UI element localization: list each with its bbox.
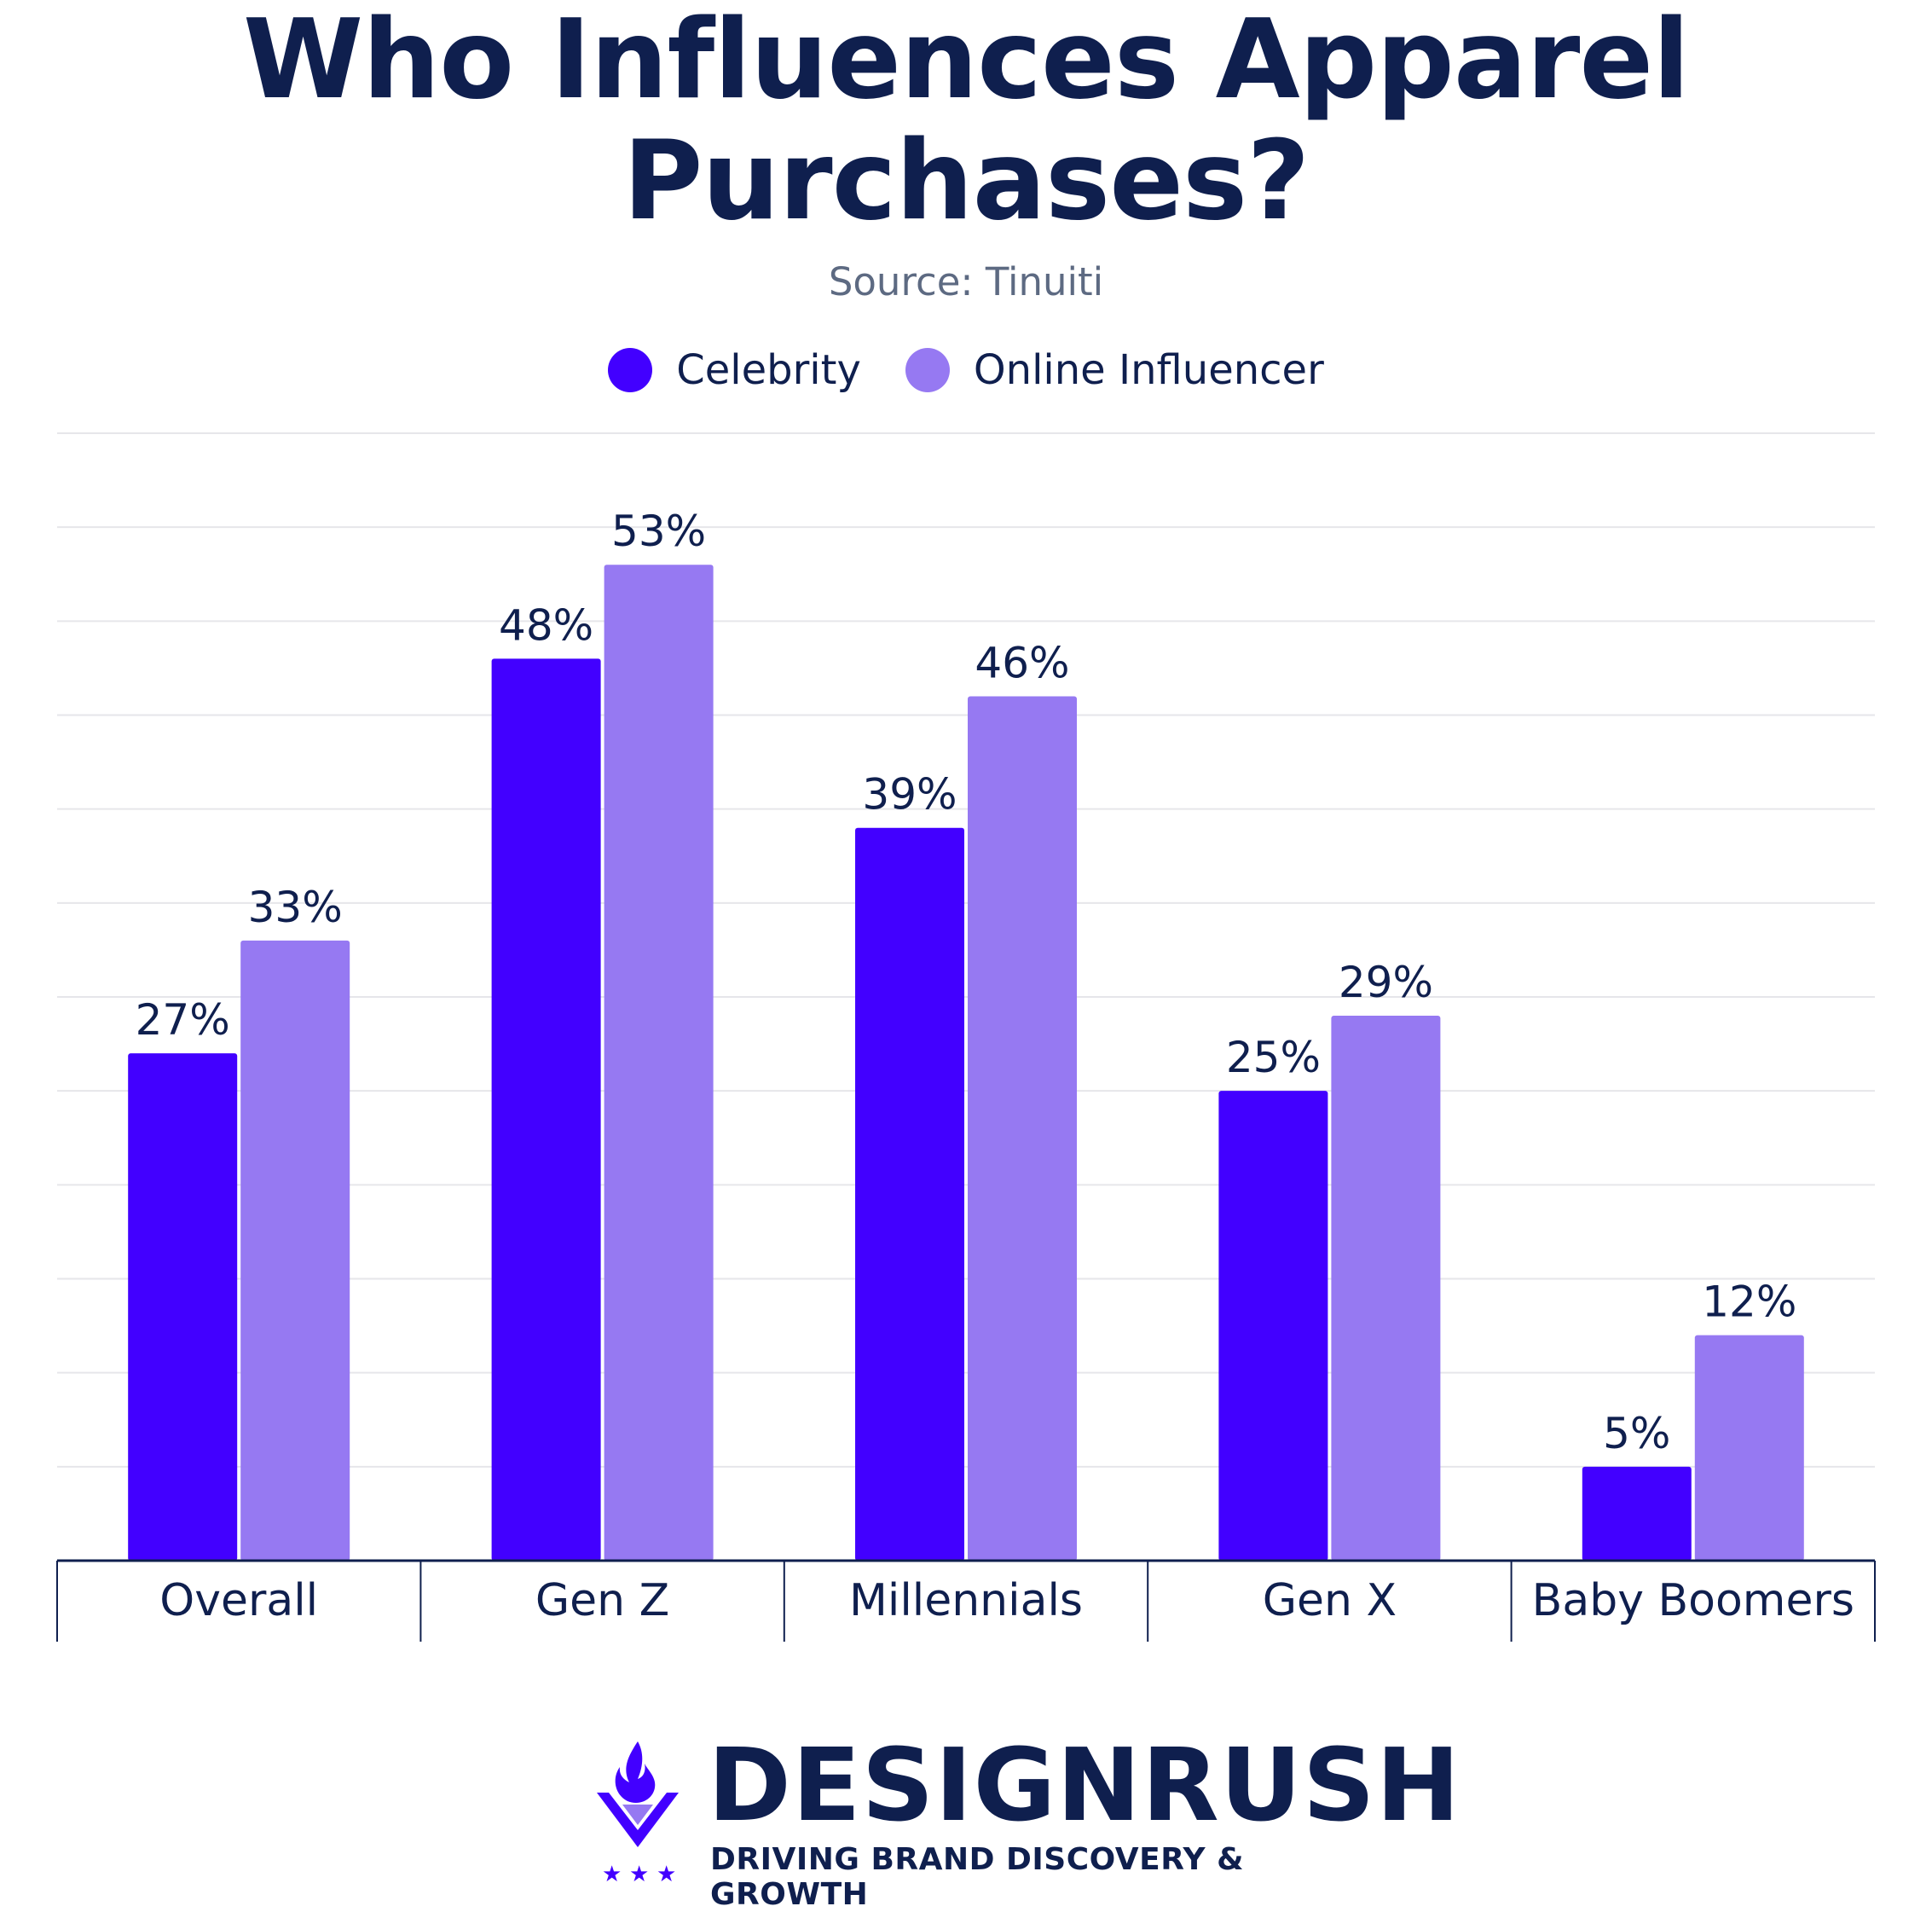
x-tick-label: Gen X [1263,1575,1397,1626]
data-label: 46% [975,638,1069,687]
data-label: 33% [248,883,343,932]
data-label: 25% [1226,1033,1321,1082]
legend-swatch-celebrity [608,348,653,392]
bar-celebrity [1218,1091,1328,1561]
bar-celebrity [128,1053,238,1561]
brand-name: DESIGNRUSH [708,1726,1461,1844]
data-label: 53% [611,507,706,556]
data-label: 12% [1702,1278,1796,1327]
data-label: 48% [499,600,593,650]
footer-branding: ★ ★ ★ DESIGNRUSH DRIVING BRAND DISCOVERY… [588,1729,1460,1912]
legend-label-online-influencer: Online Influencer [973,346,1324,394]
chart-subtitle: Source: Tinuiti [828,259,1104,304]
legend-item-online-influencer: Online Influencer [905,346,1324,394]
chart-title: Who Influences Apparel Purchases? [0,0,1932,242]
chart-title-line-1: Who Influences Apparel [242,0,1690,124]
x-tick-label: Gen Z [535,1575,669,1626]
chart-title-line-2: Purchases? [622,118,1310,245]
x-tick-label: Overall [159,1575,318,1626]
bar-online-influencer [1331,1016,1441,1561]
svg-text:★: ★ [629,1862,649,1887]
bar-online-influencer [968,696,1077,1561]
legend-swatch-online-influencer [905,348,950,392]
flame-v-star-logo-icon: ★ ★ ★ [597,1741,679,1887]
bar-celebrity [855,827,964,1561]
bar-online-influencer [1694,1335,1804,1561]
svg-text:★: ★ [602,1862,622,1887]
bar-chart: 27% 33% Overall 48% 53% Gen Z 39% 46% Millennial… [56,432,1876,1642]
x-tick-label: Millennials [849,1575,1083,1626]
data-label: 27% [136,995,230,1045]
legend-label-celebrity: Celebrity [676,346,861,394]
bar-celebrity [491,658,601,1561]
data-label: 5% [1603,1409,1670,1458]
bar-online-influencer [604,565,714,1561]
bar-online-influencer [240,940,350,1561]
data-label: 29% [1339,958,1433,1007]
data-label: 39% [862,770,957,820]
x-tick-label: Baby Boomers [1532,1575,1854,1626]
brand-tagline: DRIVING BRAND DISCOVERY & GROWTH [710,1842,1244,1912]
chart-legend: Celebrity Online Influencer [0,346,1932,394]
svg-text:★: ★ [657,1862,676,1887]
legend-item-celebrity: Celebrity [608,346,861,394]
bar-celebrity [1582,1466,1692,1561]
